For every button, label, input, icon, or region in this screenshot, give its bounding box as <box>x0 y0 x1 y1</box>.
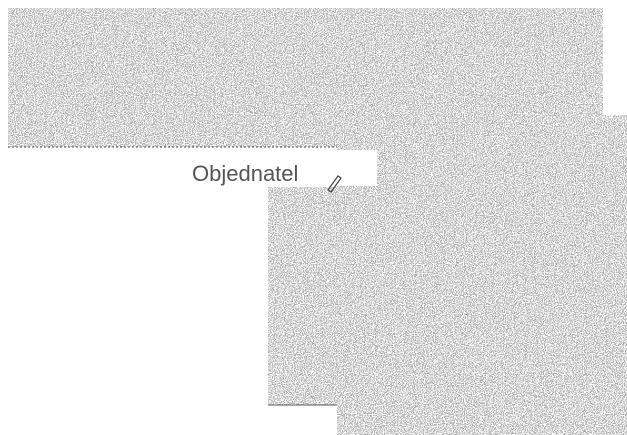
image-panel-right <box>337 115 627 435</box>
field-label[interactable]: Objednatel <box>192 161 298 186</box>
image-panel-middle <box>268 187 348 405</box>
edit-icon[interactable] <box>327 175 342 193</box>
label-backdrop <box>337 150 377 186</box>
